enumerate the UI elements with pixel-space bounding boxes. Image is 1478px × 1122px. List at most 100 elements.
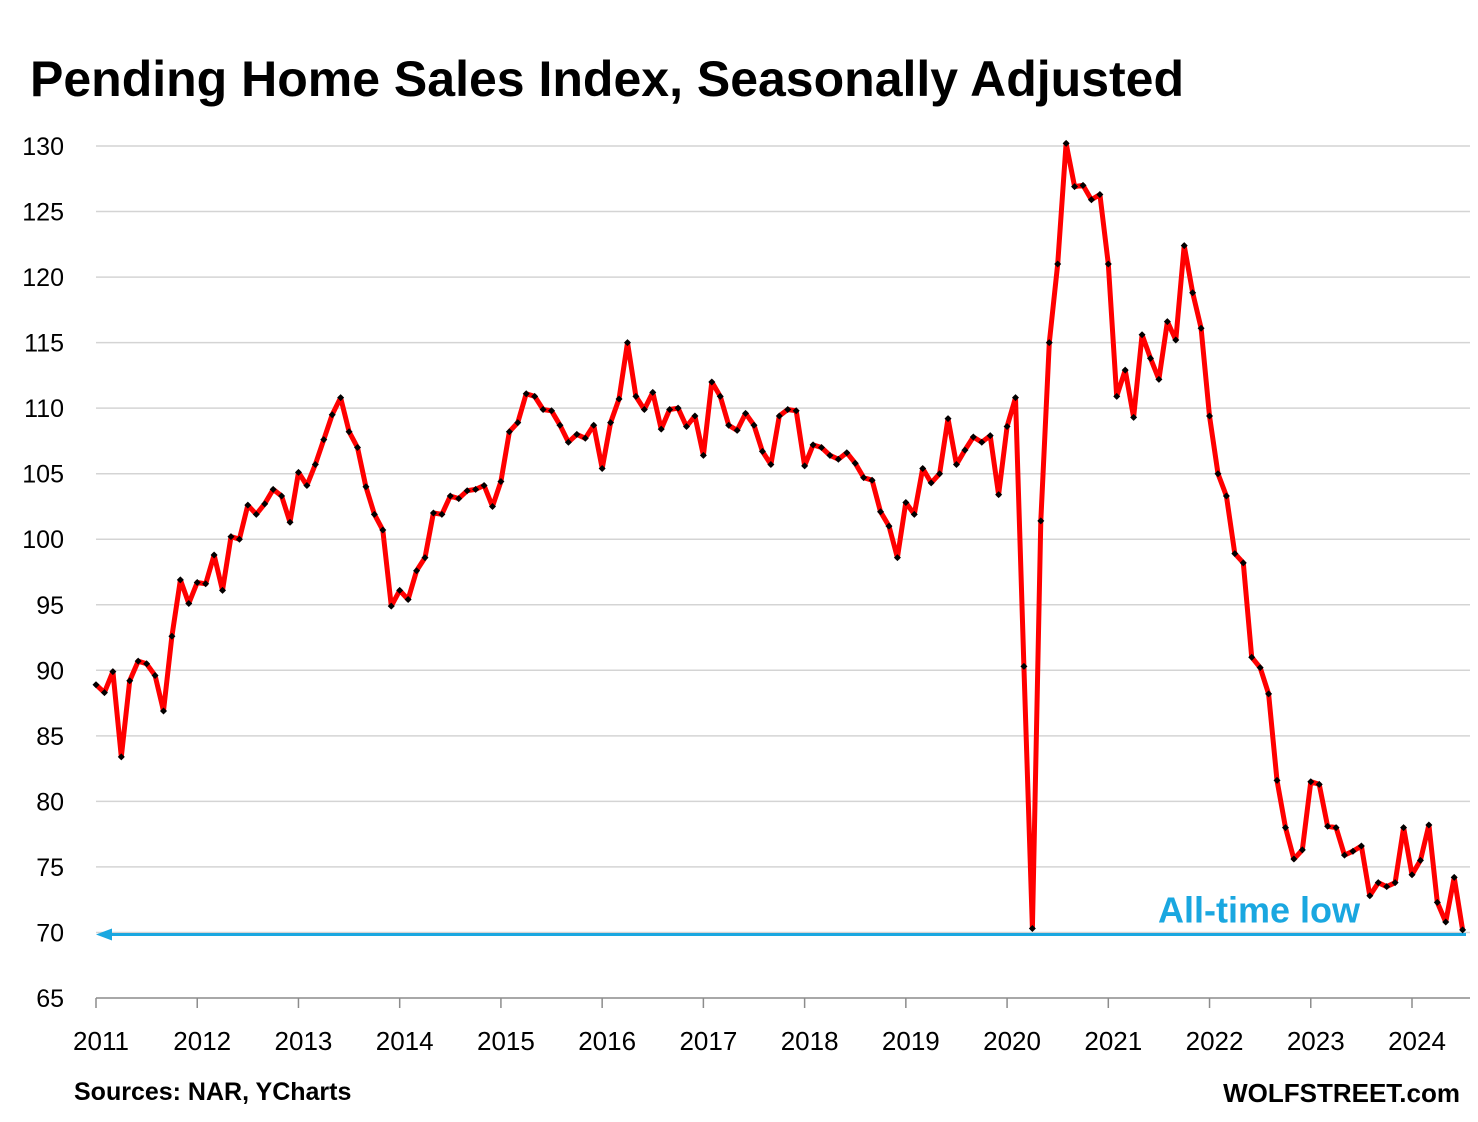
- data-point: [488, 502, 496, 510]
- y-tick-label: 65: [36, 985, 64, 1013]
- y-tick-label: 90: [36, 657, 64, 685]
- data-point: [809, 441, 817, 449]
- data-point: [472, 485, 480, 493]
- data-point: [1281, 824, 1289, 832]
- data-point: [632, 392, 640, 400]
- data-point: [657, 425, 665, 433]
- data-point: [1315, 780, 1323, 788]
- data-point: [1366, 892, 1374, 900]
- data-point: [294, 468, 302, 476]
- data-point: [885, 522, 893, 530]
- data-point: [286, 518, 294, 526]
- data-point: [952, 461, 960, 469]
- data-point: [1071, 183, 1079, 191]
- annotation-label: All-time low: [1158, 889, 1361, 930]
- data-point: [548, 407, 556, 415]
- data-point: [159, 707, 167, 715]
- data-point: [843, 449, 851, 457]
- data-point: [202, 580, 210, 588]
- data-point: [1450, 873, 1458, 881]
- data-point: [851, 459, 859, 467]
- data-point: [893, 554, 901, 562]
- data-point: [1265, 690, 1273, 698]
- data-point: [227, 533, 235, 541]
- data-point: [767, 461, 775, 469]
- data-point: [1391, 879, 1399, 887]
- data-point: [446, 492, 454, 500]
- data-point: [1189, 289, 1197, 297]
- data-point: [261, 500, 269, 508]
- data-point: [615, 395, 623, 403]
- data-point: [598, 464, 606, 472]
- data-point: [514, 419, 522, 427]
- chart-title: Pending Home Sales Index, Seasonally Adj…: [30, 51, 1185, 107]
- data-point: [396, 586, 404, 594]
- data-point: [1087, 196, 1095, 204]
- data-point: [278, 492, 286, 500]
- data-point: [986, 432, 994, 440]
- data-point: [978, 438, 986, 446]
- y-tick-label: 105: [22, 461, 64, 489]
- data-point: [1214, 470, 1222, 478]
- data-point: [429, 509, 437, 517]
- data-point: [649, 388, 657, 396]
- data-point: [725, 421, 733, 429]
- y-tick-label: 85: [36, 723, 64, 751]
- data-point: [581, 434, 589, 442]
- data-point: [961, 446, 969, 454]
- x-tick-label: 2011: [73, 1026, 129, 1056]
- data-point: [1020, 662, 1028, 670]
- data-point: [902, 499, 910, 507]
- data-point: [1341, 851, 1349, 859]
- data-point: [1400, 824, 1408, 832]
- arrowhead-left-icon: [96, 928, 112, 941]
- data-point: [691, 412, 699, 420]
- data-point: [219, 586, 227, 594]
- y-tick-label: 110: [24, 395, 64, 423]
- data-point: [235, 535, 243, 543]
- data-point: [539, 405, 547, 413]
- data-point: [868, 476, 876, 484]
- data-point: [640, 405, 648, 413]
- data-point: [826, 451, 834, 459]
- data-point: [944, 415, 952, 423]
- data-point: [1290, 855, 1298, 863]
- source-note: Sources: NAR, YCharts: [74, 1078, 352, 1106]
- data-point: [877, 508, 885, 516]
- data-point: [1206, 412, 1214, 420]
- data-point: [1374, 879, 1382, 887]
- data-point: [969, 433, 977, 441]
- data-point: [784, 405, 792, 413]
- data-point: [699, 451, 707, 459]
- x-tick-label: 2020: [983, 1026, 1041, 1056]
- y-tick-label: 75: [36, 854, 64, 882]
- data-point: [683, 423, 691, 431]
- data-point: [151, 672, 159, 680]
- data-point: [1256, 664, 1264, 672]
- data-point: [801, 462, 809, 470]
- data-point: [387, 602, 395, 610]
- x-tick-label: 2021: [1084, 1026, 1142, 1056]
- data-point: [1433, 898, 1441, 906]
- data-point: [742, 409, 750, 417]
- data-point: [185, 599, 193, 607]
- data-point: [716, 392, 724, 400]
- data-point: [590, 421, 598, 429]
- data-point: [337, 394, 345, 402]
- data-point: [1163, 318, 1171, 326]
- data-point: [497, 478, 505, 486]
- y-axis-tick-labels: 65 70 75 80 85 90 95 100 105 110 115 120 125 130: [22, 133, 64, 1013]
- data-point: [708, 378, 716, 386]
- data-point: [345, 428, 353, 436]
- data-point: [1332, 824, 1340, 832]
- data-point: [936, 470, 944, 478]
- data-point: [1045, 339, 1053, 347]
- x-axis: [95, 997, 1470, 1008]
- data-point: [927, 479, 935, 487]
- data-point: [607, 419, 615, 427]
- data-point: [354, 443, 362, 451]
- data-point: [1307, 778, 1315, 786]
- data-point: [564, 438, 572, 446]
- x-tick-label: 2016: [578, 1026, 636, 1056]
- data-point: [573, 430, 581, 438]
